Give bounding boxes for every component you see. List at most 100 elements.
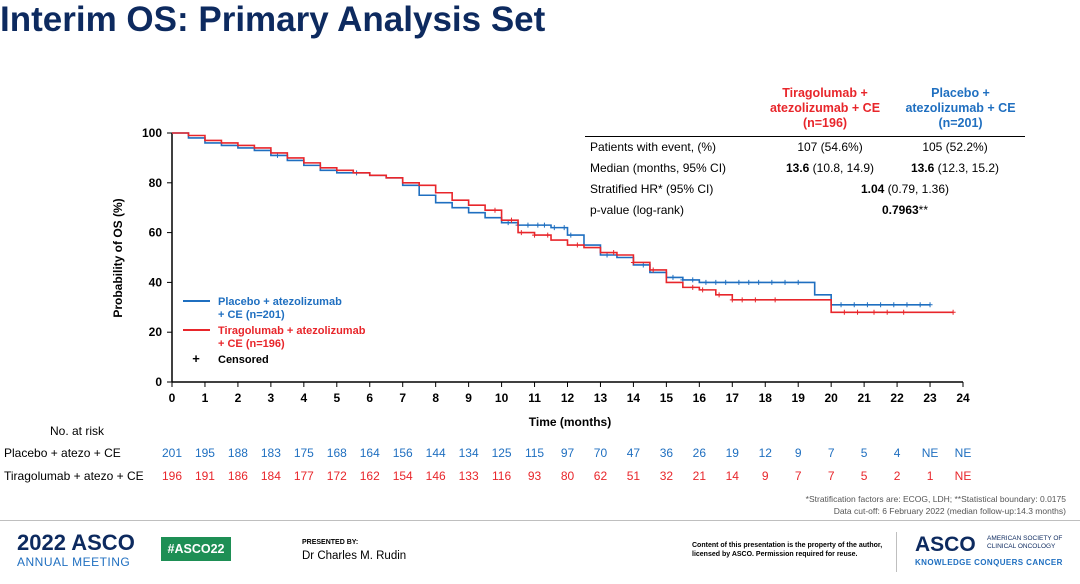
at-risk-value: 186 (227, 469, 248, 483)
at-risk-value: 21 (692, 469, 706, 483)
censored-mark (690, 284, 696, 290)
at-risk-value: 177 (293, 469, 314, 483)
censored-mark (505, 220, 511, 226)
at-risk-value: 156 (392, 446, 413, 460)
censored-mark (568, 232, 574, 238)
header-placebo-line2: atezolizumab + CE (905, 101, 1016, 115)
at-risk-value: 80 (560, 469, 575, 483)
y-tick-label: 40 (149, 275, 163, 289)
x-tick-label: 19 (792, 391, 806, 405)
header-placebo-line3: (n=201) (938, 116, 983, 130)
header-tiragolumab-line3: (n=196) (802, 116, 848, 130)
series-line-tiragolumab (172, 132, 954, 314)
censored-mark (878, 302, 884, 308)
x-tick-label: 8 (432, 391, 439, 405)
at-risk-value: 183 (260, 446, 281, 460)
censored-mark (611, 250, 617, 256)
stats-value-ci: (12.3, 15.2) (934, 161, 1000, 175)
stats-label: p-value (log-rank) (590, 203, 685, 217)
censored-mark (752, 297, 758, 303)
chart-legend: Placebo + atezolizumab+ CE (n=201) Tirago… (183, 296, 366, 366)
y-tick-label: 0 (155, 375, 162, 389)
at-risk-value: 184 (260, 469, 281, 483)
x-tick-label: 4 (300, 391, 307, 405)
censored-mark (901, 309, 907, 315)
header-tiragolumab: Tiragolumab + atezolizumab + CE (n=196) (760, 86, 890, 131)
footnote-stratification: *Stratification factors are: ECOG, LDH; … (805, 494, 1066, 504)
censored-mark (841, 309, 847, 315)
at-risk-value: 196 (161, 469, 183, 483)
at-risk-value: 162 (359, 469, 380, 483)
at-risk-value: 97 (560, 446, 575, 460)
at-risk-value: 93 (527, 469, 542, 483)
censored-mark (640, 262, 646, 268)
at-risk-value: 9 (794, 446, 802, 460)
at-risk-value: 191 (194, 469, 215, 483)
censored-mark (723, 279, 729, 285)
censored-mark (492, 207, 498, 213)
censored-mark (716, 292, 722, 298)
at-risk-label-tiragolumab: Tiragolumab + atezo + CE (4, 469, 144, 483)
at-risk-value: 5 (860, 469, 868, 483)
at-risk-value: NE (954, 469, 972, 483)
censored-mark (855, 309, 861, 315)
stats-value-placebo: 105 (52.2%) (922, 140, 988, 154)
censored-mark (551, 225, 557, 231)
at-risk-value: 70 (593, 446, 608, 460)
censored-mark (604, 252, 610, 258)
legend-censored-icon: + (192, 351, 200, 366)
x-tick-label: 5 (333, 391, 340, 405)
presented-by-label: PRESENTED BY: (302, 539, 359, 546)
censored-mark (713, 279, 719, 285)
hashtag-badge: #ASCO22 (161, 537, 231, 561)
stats-table-rule (585, 136, 1025, 137)
censored-mark (729, 297, 735, 303)
censored-mark (650, 267, 656, 273)
y-tick-label: 20 (149, 325, 163, 339)
censored-mark (670, 274, 676, 280)
stats-value-ci: (10.8, 14.9) (809, 161, 875, 175)
footnote-data-cutoff: Data cut-off: 6 February 2022 (median fo… (833, 506, 1066, 516)
stats-label: Median (months, 95% CI) (590, 161, 727, 175)
at-risk-value: 36 (659, 446, 674, 460)
censored-mark (871, 309, 877, 315)
stats-value-ci: (0.79, 1.36) (884, 182, 950, 196)
asco-meeting-logo: 2022 ASCO (17, 530, 135, 556)
stats-value-bold: 13.6 (785, 161, 810, 175)
censored-mark (518, 230, 524, 236)
stats-value-tiragolumab: 13.6 (10.8, 14.9) (780, 161, 880, 175)
x-tick-label: 12 (561, 391, 575, 405)
y-tick-label: 60 (149, 226, 163, 240)
stats-row-events: Patients with event, (%) 107 (54.6%) 105… (590, 140, 1010, 160)
x-tick-label: 22 (890, 391, 904, 405)
at-risk-value: 9 (761, 469, 769, 483)
censored-mark (532, 232, 538, 238)
censored-mark (545, 232, 551, 238)
censored-mark (690, 277, 696, 283)
censored-mark (746, 279, 752, 285)
x-tick-label: 16 (693, 391, 707, 405)
x-tick-label: 18 (759, 391, 773, 405)
censored-mark (927, 302, 933, 308)
at-risk-value: 47 (626, 446, 641, 460)
at-risk-value: 134 (458, 446, 479, 460)
censored-mark (891, 302, 897, 308)
legend-label-tiragolumab: Tiragolumab + atezolizumab (218, 325, 366, 337)
censored-mark (864, 302, 870, 308)
at-risk-value: 125 (491, 446, 512, 460)
x-tick-label: 6 (366, 391, 373, 405)
censored-mark (838, 302, 844, 308)
at-risk-value: 168 (326, 446, 347, 460)
censored-mark (541, 222, 547, 228)
stats-row-median: Median (months, 95% CI) 13.6 (10.8, 14.9… (590, 161, 1010, 181)
x-tick-label: 0 (169, 391, 176, 405)
x-tick-label: 14 (627, 391, 641, 405)
censored-mark (950, 309, 956, 315)
censored-mark (574, 242, 580, 248)
at-risk-value: 188 (227, 446, 248, 460)
stats-value-bold: 13.6 (910, 161, 935, 175)
x-tick-label: 20 (824, 391, 838, 405)
x-tick-label: 10 (495, 391, 509, 405)
at-risk-value: 172 (326, 469, 347, 483)
at-risk-value: 14 (725, 469, 739, 483)
